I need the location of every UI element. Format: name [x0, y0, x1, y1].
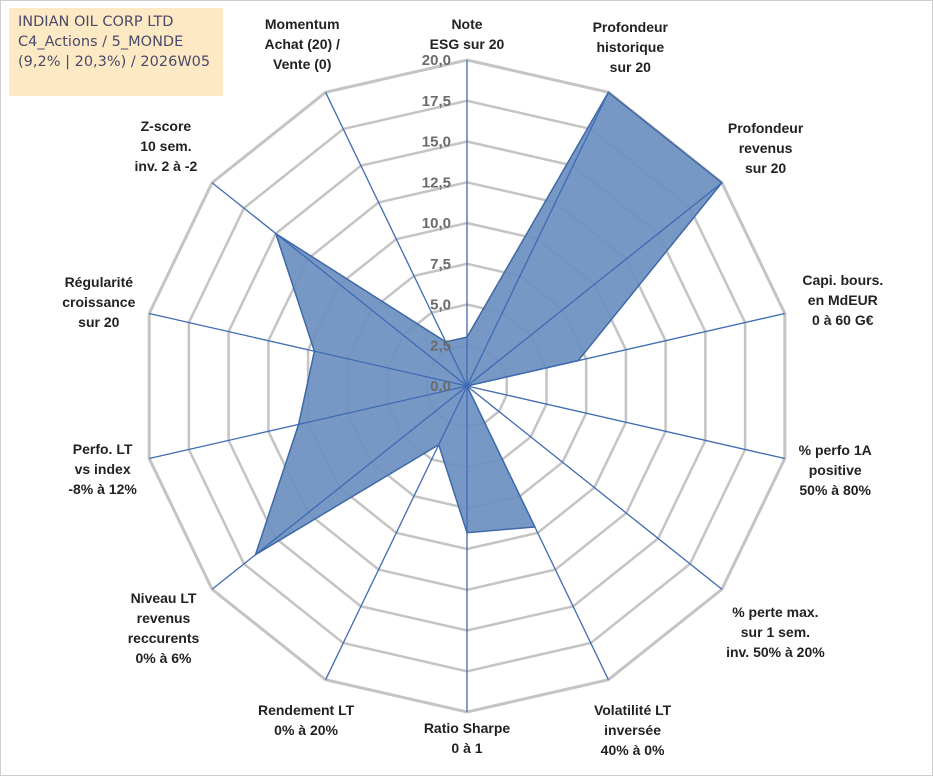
axis-spoke	[466, 385, 723, 590]
tick-label: 0,0	[430, 378, 451, 395]
axis-spoke	[466, 182, 723, 387]
axis-label: Volatilité LT inversée 40% à 0%	[594, 702, 672, 758]
axis-label: Capi. bours. en MdEUR 0 à 60 G€	[802, 272, 883, 328]
axis-spoke	[149, 385, 468, 460]
axis-label: Z-score 10 sem. inv. 2 à -2	[135, 118, 198, 174]
axis-spoke	[211, 182, 468, 387]
tick-label: 10,0	[422, 215, 451, 232]
info-company-name: INDIAN OIL CORP LTD	[18, 14, 174, 30]
axis-label: Rendement LT 0% à 20%	[258, 702, 355, 738]
tick-label: 17,5	[422, 93, 451, 110]
series-layer	[254, 91, 723, 557]
tick-label: 20,0	[422, 52, 451, 69]
axis-label: Niveau LT revenus reccurents 0% à 6%	[128, 590, 200, 666]
axis-spoke	[325, 92, 468, 387]
axis-spoke	[466, 385, 785, 460]
axis-label: Profondeur revenus sur 20	[728, 120, 804, 176]
axis-spoke	[466, 92, 609, 387]
info-period: (9,2% | 20,3%) / 2026W05	[18, 54, 211, 70]
tick-label: 5,0	[430, 297, 451, 314]
tick-label: 2,5	[430, 337, 451, 354]
tick-label: 15,0	[422, 134, 451, 151]
axis-spoke	[325, 385, 468, 680]
tick-label: 7,5	[430, 256, 451, 273]
axis-spoke	[211, 385, 468, 590]
info-box: INDIAN OIL CORP LTD C4_Actions / 5_MONDE…	[9, 8, 223, 96]
tick-labels: 0,0 2,5 5,0 7,5 10,0 12,5 15,0 17,5 20,0	[422, 52, 451, 395]
axis-label: Ratio Sharpe 0 à 1	[424, 720, 511, 756]
axis-label: Momentum Achat (20) / Vente (0)	[264, 16, 340, 72]
axis-label: Régularité croissance sur 20	[62, 274, 135, 330]
radar-spokes	[149, 60, 785, 712]
axis-label: % perte max. sur 1 sem. inv. 50% à 20%	[726, 604, 825, 660]
info-category: C4_Actions / 5_MONDE	[18, 34, 184, 50]
axis-label: Note ESG sur 20	[430, 16, 505, 52]
axis-spoke	[149, 312, 468, 387]
axis-label: % perfo 1A positive 50% à 80%	[799, 442, 872, 498]
series-area	[254, 91, 723, 557]
axis-spoke	[466, 312, 785, 387]
tick-label: 12,5	[422, 174, 451, 191]
axis-label: Perfo. LT vs index -8% à 12%	[68, 441, 137, 497]
axis-spoke	[466, 385, 609, 680]
axis-label: Profondeur historique sur 20	[593, 19, 669, 75]
axis-labels: Note ESG sur 20 Profondeur historique sur 20…	[62, 16, 883, 758]
